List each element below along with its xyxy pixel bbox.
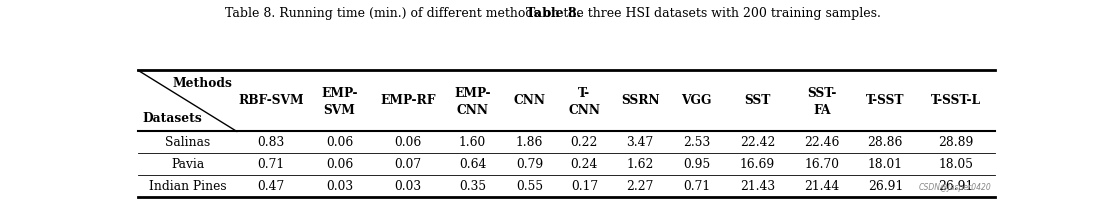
Text: EMP-: EMP- bbox=[322, 87, 358, 100]
Text: 0.79: 0.79 bbox=[515, 158, 543, 171]
Text: 0.71: 0.71 bbox=[684, 180, 710, 193]
Text: 18.05: 18.05 bbox=[939, 158, 973, 171]
Text: FA: FA bbox=[813, 104, 831, 117]
Text: SST-: SST- bbox=[807, 87, 836, 100]
Text: 26.91: 26.91 bbox=[867, 180, 902, 193]
Text: 0.06: 0.06 bbox=[395, 136, 421, 149]
Text: SSRN: SSRN bbox=[620, 94, 659, 107]
Text: EMP-: EMP- bbox=[455, 87, 491, 100]
Text: 16.69: 16.69 bbox=[740, 158, 775, 171]
Text: 0.47: 0.47 bbox=[258, 180, 284, 193]
Text: 0.64: 0.64 bbox=[459, 158, 487, 171]
Text: Table 8.: Table 8. bbox=[525, 7, 581, 20]
Text: 1.60: 1.60 bbox=[459, 136, 487, 149]
Text: SVM: SVM bbox=[324, 104, 356, 117]
Text: T-: T- bbox=[578, 87, 591, 100]
Text: Datasets: Datasets bbox=[143, 112, 202, 125]
Text: 22.46: 22.46 bbox=[804, 136, 839, 149]
Text: 0.71: 0.71 bbox=[258, 158, 284, 171]
Text: 21.44: 21.44 bbox=[804, 180, 839, 193]
Text: 0.55: 0.55 bbox=[517, 180, 543, 193]
Text: T-SST-L: T-SST-L bbox=[931, 94, 981, 107]
Text: 1.62: 1.62 bbox=[626, 158, 654, 171]
Text: 0.83: 0.83 bbox=[258, 136, 284, 149]
Text: 0.06: 0.06 bbox=[326, 158, 353, 171]
Text: Indian Pines: Indian Pines bbox=[148, 180, 227, 193]
Text: 16.70: 16.70 bbox=[804, 158, 839, 171]
Text: CNN: CNN bbox=[513, 94, 545, 107]
Text: 1.86: 1.86 bbox=[515, 136, 543, 149]
Text: 18.01: 18.01 bbox=[868, 158, 902, 171]
Text: T-SST: T-SST bbox=[866, 94, 905, 107]
Text: 3.47: 3.47 bbox=[626, 136, 654, 149]
Text: CNN: CNN bbox=[568, 104, 601, 117]
Text: CNN: CNN bbox=[457, 104, 489, 117]
Text: VGG: VGG bbox=[681, 94, 712, 107]
Text: 0.22: 0.22 bbox=[571, 136, 598, 149]
Text: 0.95: 0.95 bbox=[684, 158, 710, 171]
Text: 28.86: 28.86 bbox=[867, 136, 902, 149]
Text: SST: SST bbox=[744, 94, 771, 107]
Text: 0.07: 0.07 bbox=[395, 158, 421, 171]
Text: 0.03: 0.03 bbox=[395, 180, 421, 193]
Text: Methods: Methods bbox=[173, 77, 232, 90]
Text: 22.42: 22.42 bbox=[740, 136, 775, 149]
Text: 21.43: 21.43 bbox=[740, 180, 775, 193]
Text: 0.35: 0.35 bbox=[459, 180, 487, 193]
Text: 2.27: 2.27 bbox=[626, 180, 654, 193]
Text: Pavia: Pavia bbox=[171, 158, 205, 171]
Text: RBF-SVM: RBF-SVM bbox=[238, 94, 304, 107]
Text: Table 8. Running time (min.) of different methods on the three HSI datasets with: Table 8. Running time (min.) of differen… bbox=[225, 7, 881, 20]
Text: 0.17: 0.17 bbox=[571, 180, 598, 193]
Text: 28.89: 28.89 bbox=[938, 136, 973, 149]
Text: 2.53: 2.53 bbox=[684, 136, 710, 149]
Text: EMP-RF: EMP-RF bbox=[380, 94, 436, 107]
Text: CSDN@Jasper0420: CSDN@Jasper0420 bbox=[918, 183, 991, 192]
Text: Salinas: Salinas bbox=[165, 136, 210, 149]
Text: 0.03: 0.03 bbox=[326, 180, 353, 193]
Text: 0.06: 0.06 bbox=[326, 136, 353, 149]
Text: 26.91: 26.91 bbox=[938, 180, 973, 193]
Text: 0.24: 0.24 bbox=[571, 158, 598, 171]
